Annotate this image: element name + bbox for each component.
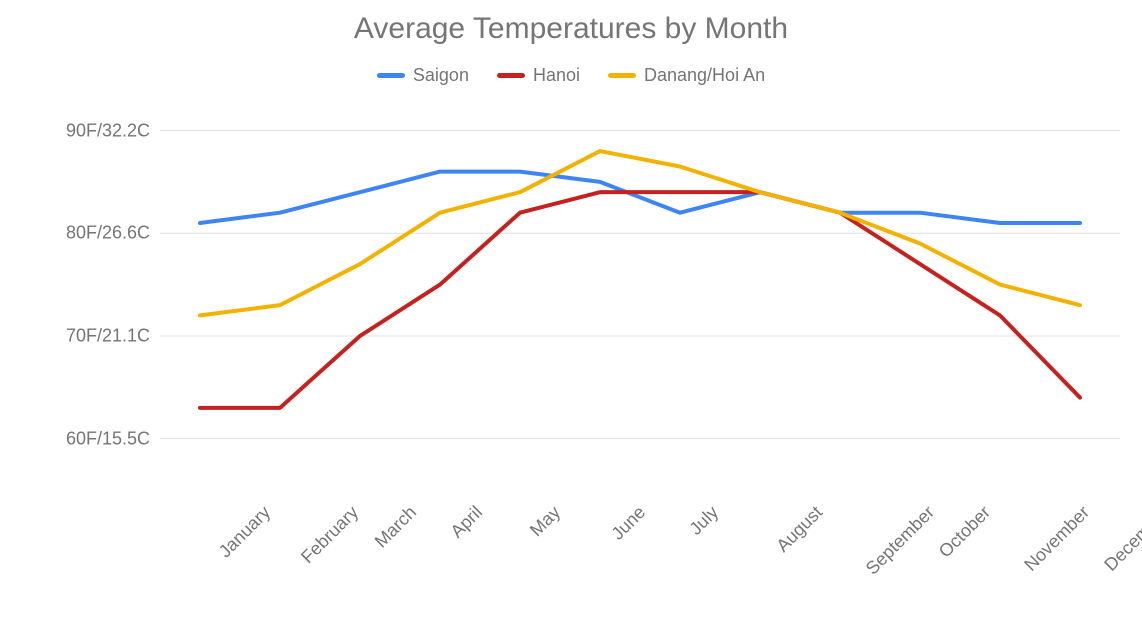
legend-swatch <box>497 73 525 78</box>
x-tick-label: November <box>1020 502 1094 576</box>
legend-label: Hanoi <box>533 65 580 86</box>
x-tick-label: April <box>447 502 487 542</box>
chart-legend: Saigon Hanoi Danang/Hoi An <box>0 62 1142 86</box>
series-line <box>200 192 1080 408</box>
x-tick-label: May <box>526 502 565 541</box>
x-tick-label: March <box>371 502 421 552</box>
x-tick-label: June <box>607 502 649 544</box>
x-tick-label: August <box>772 502 826 556</box>
legend-item: Saigon <box>377 65 469 86</box>
chart-title: Average Temperatures by Month <box>0 12 1142 46</box>
y-tick-label: 70F/21.1C <box>0 325 150 346</box>
legend-label: Saigon <box>413 65 469 86</box>
plot-svg <box>160 110 1120 490</box>
y-tick-label: 60F/15.5C <box>0 428 150 449</box>
y-tick-label: 90F/32.2C <box>0 120 150 141</box>
series-line <box>200 172 1080 223</box>
y-tick-label: 80F/26.6C <box>0 223 150 244</box>
x-tick-label: January <box>215 502 275 562</box>
x-tick-label: February <box>297 502 363 568</box>
plot-area <box>160 110 1120 490</box>
legend-item: Danang/Hoi An <box>608 65 765 86</box>
x-tick-label: July <box>685 502 722 539</box>
temperature-line-chart: Average Temperatures by Month Saigon Hano… <box>0 0 1142 641</box>
x-tick-label: October <box>935 502 995 562</box>
x-tick-label: December <box>1100 502 1142 576</box>
legend-swatch <box>377 73 405 78</box>
legend-label: Danang/Hoi An <box>644 65 765 86</box>
legend-swatch <box>608 73 636 78</box>
legend-item: Hanoi <box>497 65 580 86</box>
x-tick-label: September <box>862 502 939 579</box>
